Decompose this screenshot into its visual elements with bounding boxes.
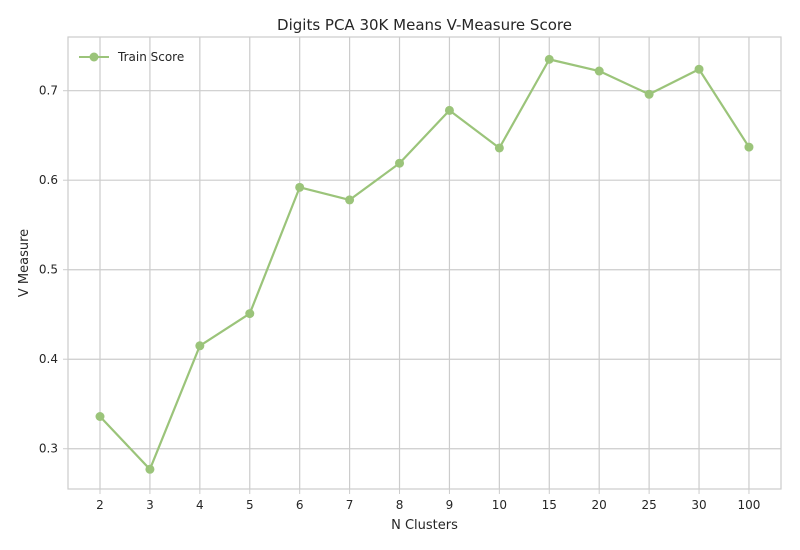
legend-point-marker xyxy=(89,52,99,62)
data-point-20 xyxy=(594,66,604,76)
plot-frame xyxy=(67,36,782,490)
data-point-30 xyxy=(694,64,704,74)
series-layer xyxy=(95,54,754,474)
legend-label: Train Score xyxy=(117,50,184,64)
x-tick-label-3: 3 xyxy=(146,498,154,512)
x-tick-label-30: 30 xyxy=(691,498,706,512)
x-tick-label-100: 100 xyxy=(738,498,761,512)
data-point-10 xyxy=(494,143,504,153)
x-tick-label-15: 15 xyxy=(542,498,557,512)
chart-title: Digits PCA 30K Means V-Measure Score xyxy=(277,16,572,34)
y-tick-label-0.5: 0.5 xyxy=(39,263,58,277)
y-tick-label-0.4: 0.4 xyxy=(39,352,58,366)
data-point-8 xyxy=(395,158,405,168)
data-point-3 xyxy=(145,464,155,474)
data-point-7 xyxy=(345,195,355,205)
data-point-6 xyxy=(295,182,305,192)
data-point-4 xyxy=(195,341,205,351)
y-tick-label-0.7: 0.7 xyxy=(39,84,58,98)
x-tick-label-5: 5 xyxy=(246,498,254,512)
data-point-9 xyxy=(444,105,454,115)
data-point-25 xyxy=(644,89,654,99)
series-line-0 xyxy=(98,58,751,471)
x-tick-label-4: 4 xyxy=(196,498,204,512)
x-tick-label-25: 25 xyxy=(641,498,656,512)
y-tick-label-0.3: 0.3 xyxy=(39,442,58,456)
tick-layer: 2 3 4 5 6 7 8 9 10 15 20 25 30 100 0.3 0.4 0.5 0.6 0.7 xyxy=(39,84,761,512)
y-axis-label: V Measure xyxy=(17,229,32,297)
x-tick-label-8: 8 xyxy=(396,498,404,512)
data-point-5 xyxy=(245,309,255,319)
data-point-15 xyxy=(544,54,554,64)
data-point-100 xyxy=(744,142,754,152)
chart-legend: Train Score xyxy=(79,50,184,64)
x-tick-label-20: 20 xyxy=(592,498,607,512)
data-point-2 xyxy=(95,412,105,422)
x-tick-label-10: 10 xyxy=(492,498,507,512)
x-tick-label-2: 2 xyxy=(96,498,104,512)
x-axis-label: N Clusters xyxy=(391,518,458,533)
x-tick-label-9: 9 xyxy=(446,498,454,512)
grid-layer xyxy=(68,37,781,489)
x-tick-label-7: 7 xyxy=(346,498,354,512)
x-tick-label-6: 6 xyxy=(296,498,304,512)
y-tick-label-0.6: 0.6 xyxy=(39,173,58,187)
